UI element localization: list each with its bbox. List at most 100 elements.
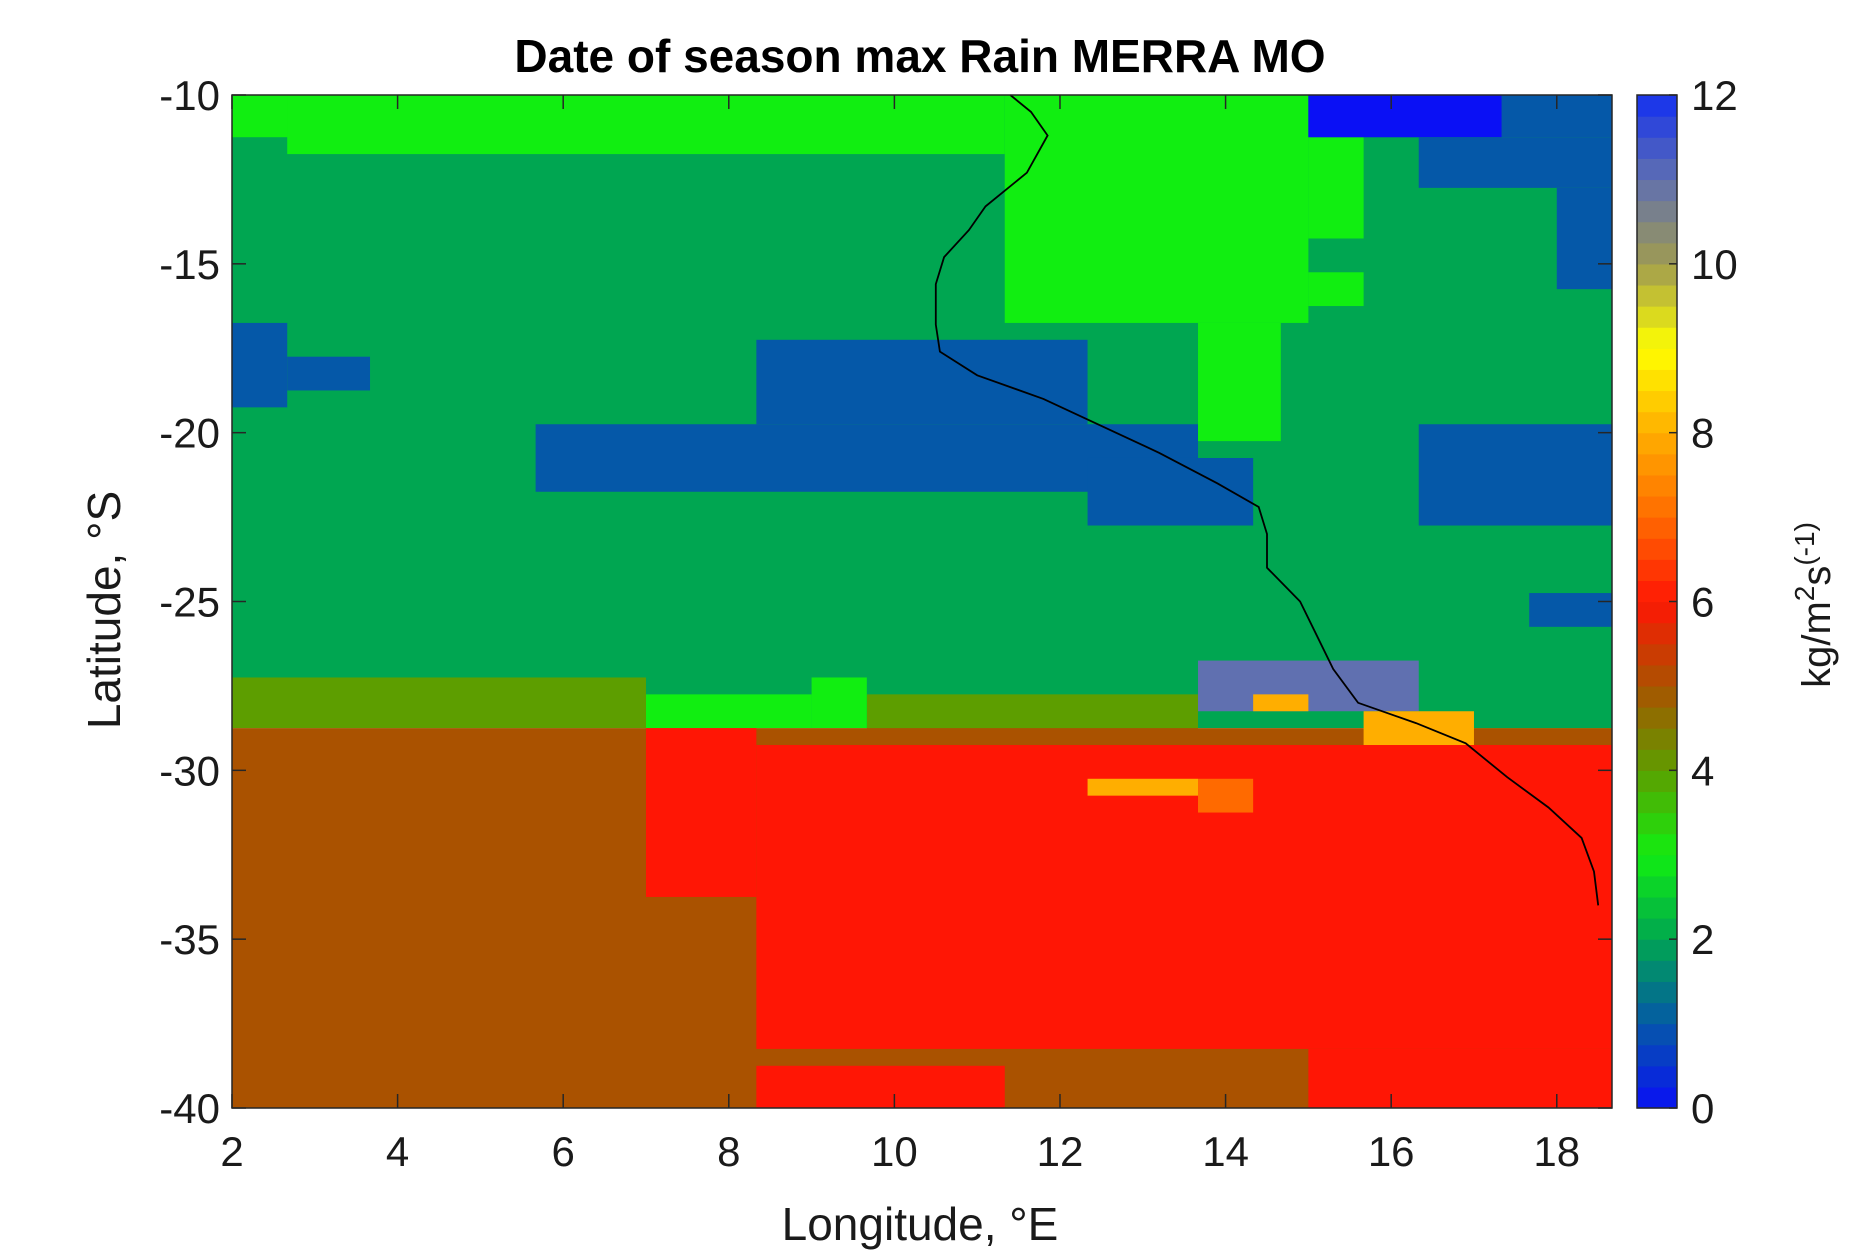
colorbar-band-22 [1637,622,1677,645]
colorbar-tick-label-8: 8 [1691,410,1714,457]
colorbar-band-41 [1637,221,1677,244]
colorbar-band-33 [1637,390,1677,413]
x-tick-label-16: 16 [1368,1128,1415,1175]
colorbar-band-40 [1637,242,1677,265]
x-tick-label-4: 4 [386,1128,409,1175]
colorbar-band-8 [1637,918,1677,940]
colorbar-band-6 [1637,960,1677,982]
x-axis-label: Longitude, °E [782,1198,1059,1250]
colorbar-band-25 [1637,559,1677,581]
heat-cell-8 [1308,95,1502,138]
x-tick-label-8: 8 [717,1128,740,1175]
y-axis-ticks: -10 -15 -20 -25 -30 -35 -40 [159,72,1612,1132]
colorbar-tick-label-0: 0 [1691,1085,1714,1132]
colorbar-band-2 [1637,1044,1677,1067]
colorbar-label: kg/m2s(-1) [1789,522,1839,688]
colorbar-band-1 [1637,1065,1677,1088]
x-tick-label-14: 14 [1202,1128,1249,1175]
heat-cell-6 [1308,272,1364,307]
y-tick-label--20: -20 [159,410,220,457]
heat-cell-12 [287,356,371,391]
colorbar-band-18 [1637,707,1677,729]
colorbar-band-43 [1637,179,1677,202]
colorbar-band-19 [1637,685,1677,708]
colorbar-label-unit: kg/m [1795,601,1839,688]
heat-cell-15 [1087,457,1254,526]
colorbar-tick-label-6: 6 [1691,579,1714,626]
colorbar-band-9 [1637,896,1677,919]
x-tick-label-12: 12 [1037,1128,1084,1175]
colorbar-band-38 [1637,284,1677,307]
colorbar-band-0 [1637,1086,1677,1109]
colorbar-tick-label-10: 10 [1691,241,1738,288]
colorbar-band-4 [1637,1002,1677,1025]
colorbar-band-11 [1637,854,1677,877]
colorbar-band-12 [1637,833,1677,856]
colorbar-band-32 [1637,411,1677,434]
heat-cell-29 [1253,694,1309,712]
y-tick-label--10: -10 [159,72,220,119]
x-tick-label-10: 10 [871,1128,918,1175]
colorbar-band-15 [1637,770,1677,793]
y-tick-label--30: -30 [159,747,220,794]
y-tick-label--35: -35 [159,916,220,963]
colorbar-band-30 [1637,453,1677,476]
colorbar-label-time: s [1795,566,1839,586]
x-axis-ticks: 2 4 6 8 10 12 14 16 18 [220,95,1580,1175]
y-tick-label--40: -40 [159,1085,220,1132]
heat-cell-26 [645,728,757,897]
heat-cell-9 [1418,137,1612,188]
heat-cell-4 [287,95,1005,155]
heat-cell-11 [232,322,288,408]
colorbar-band-45 [1637,137,1677,159]
colorbar-band-7 [1637,939,1677,961]
y-tick-label--15: -15 [159,241,220,288]
colorbar-band-44 [1637,158,1677,181]
colorbar-band-31 [1637,432,1677,455]
y-axis-label: Latitude, °S [78,491,130,729]
colorbar-ticks: 0 2 4 6 8 10 12 [1669,72,1738,1132]
colorbar-band-20 [1637,664,1677,687]
colorbar-band-29 [1637,474,1677,497]
colorbar-band-21 [1637,643,1677,666]
x-tick-label-6: 6 [552,1128,575,1175]
colorbar-band-3 [1637,1023,1677,1046]
colorbar-band-39 [1637,263,1677,286]
heat-cell-10 [1556,187,1612,290]
colorbar-tick-label-12: 12 [1691,72,1738,119]
colorbar-band-10 [1637,875,1677,898]
coastline [934,94,1600,906]
colorbar-band-47 [1637,95,1677,117]
chart-title: Date of season max Rain MERRA MO [514,30,1325,82]
heat-cell-16 [1418,424,1612,526]
colorbar-band-13 [1637,812,1677,835]
colorbar-band-23 [1637,601,1677,624]
heat-cell-1 [1004,95,1309,323]
colorbar [1636,94,1678,1109]
heat-cell-28 [1198,778,1254,813]
colorbar-label-exponent: (-1) [1789,522,1820,566]
heat-cell-2 [1198,322,1281,442]
colorbar-band-42 [1637,200,1677,223]
heat-cell-19 [232,677,646,729]
colorbar-band-27 [1637,517,1677,539]
colorbar-band-24 [1637,580,1677,603]
x-tick-label-18: 18 [1533,1128,1580,1175]
heat-cell-21 [645,694,812,729]
x-tick-label-2: 2 [220,1128,243,1175]
colorbar-tick-label-2: 2 [1691,916,1714,963]
colorbar-band-5 [1637,981,1677,1004]
heat-cell-27 [1087,778,1199,796]
colorbar-tick-label-4: 4 [1691,747,1714,794]
colorbar-band-14 [1637,791,1677,814]
y-tick-label--25: -25 [159,579,220,626]
heat-cell-14 [756,339,1088,425]
colorbar-label-superscript: 2 [1789,586,1820,602]
colorbar-band-46 [1637,116,1677,138]
colorbar-band-26 [1637,538,1677,560]
colorbar-band-28 [1637,495,1677,518]
colorbar-band-35 [1637,348,1677,370]
heatmap-cells [232,95,1612,1109]
colorbar-band-34 [1637,369,1677,392]
